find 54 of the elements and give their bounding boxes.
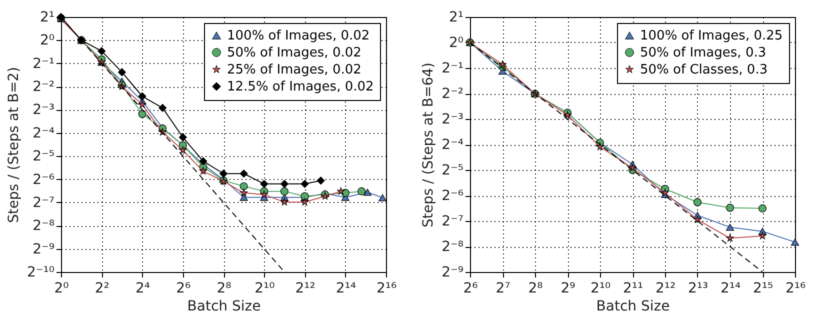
y-tick-label: 2⁻¹	[32, 56, 54, 72]
y-tick-label: 2⁰	[40, 32, 55, 49]
y-tick-label: 2⁻⁵	[442, 162, 464, 178]
y-tick-label: 2⁻⁵	[32, 148, 54, 165]
legend-label: 50% of Images, 0.02	[227, 46, 362, 60]
legend-label: 100% of Images, 0.02	[227, 28, 370, 44]
legend-label: 25% of Images, 0.02	[227, 62, 362, 78]
x-tick-label: 2¹⁶	[376, 280, 397, 296]
x-tick-label: 2⁶	[176, 280, 192, 296]
y-tick-label: 2⁻³	[32, 102, 54, 118]
y-tick-label: 2⁻⁸	[442, 239, 464, 255]
y-tick-label: 2⁰	[448, 35, 464, 51]
y-tick-label: 2⁻⁶	[32, 172, 55, 188]
y-tick-label: 2⁻²	[442, 86, 464, 102]
x-tick-label: 2⁰	[54, 280, 70, 296]
x-tick-label: 2⁸	[528, 280, 544, 296]
x-tick-label: 2¹²	[655, 280, 676, 296]
y-tick-label: 2⁻²	[32, 79, 54, 96]
y-tick-label: 2⁻³	[442, 112, 464, 128]
y-tick-label: 2⁻⁹	[32, 241, 55, 258]
x-tick-label: 2¹¹	[622, 280, 644, 296]
x-tick-label: 2⁹	[560, 280, 576, 296]
x-axis-title: Batch Size	[596, 298, 670, 314]
y-tick-label: 2⁻⁴	[32, 125, 55, 142]
y-tick-label: 2⁻¹	[442, 60, 464, 76]
x-tick-label: 2¹⁶	[785, 280, 806, 296]
legend-label: 50% of Images, 0.3	[640, 46, 766, 60]
y-tick-label: 2⁻⁷	[442, 214, 464, 230]
x-tick-label: 2⁸	[216, 280, 232, 296]
legend-label: 100% of Images, 0.25	[640, 28, 783, 44]
x-tick-label: 2⁷	[496, 280, 510, 296]
x-tick-label: 2¹⁴	[336, 280, 356, 296]
y-tick-label: 2¹	[40, 10, 54, 26]
x-tick-label: 2¹⁰	[590, 280, 611, 296]
x-tick-label: 2⁴	[135, 280, 150, 296]
y-tick-label: 2⁻⁶	[442, 188, 464, 204]
legend-label: 12.5% of Images, 0.02	[227, 80, 374, 94]
x-axis-title: Batch Size	[187, 298, 261, 314]
x-tick-label: 2¹⁴	[720, 280, 741, 296]
y-tick-label: 2⁻¹⁰	[26, 264, 55, 280]
legend-label: 50% of Classes, 0.3	[640, 62, 768, 78]
y-tick-label: 2⁻⁴	[442, 137, 464, 153]
x-tick-label: 2⁶	[463, 280, 478, 296]
y-tick-label: 2⁻⁷	[32, 194, 54, 211]
x-tick-label: 2¹⁵	[752, 280, 774, 296]
y-axis-title: Steps / (Steps at B=64)	[420, 62, 437, 228]
x-tick-label: 2¹²	[295, 280, 316, 296]
y-tick-label: 2⁻⁸	[32, 218, 55, 234]
y-tick-label: 2⁻⁹	[442, 264, 464, 280]
x-tick-label: 2¹³	[688, 280, 708, 296]
x-tick-label: 2²	[94, 280, 110, 296]
x-tick-label: 2¹⁰	[254, 280, 276, 296]
y-axis-title: Steps / (Steps at B=2)	[6, 66, 22, 224]
y-tick-label: 2¹	[448, 10, 464, 26]
